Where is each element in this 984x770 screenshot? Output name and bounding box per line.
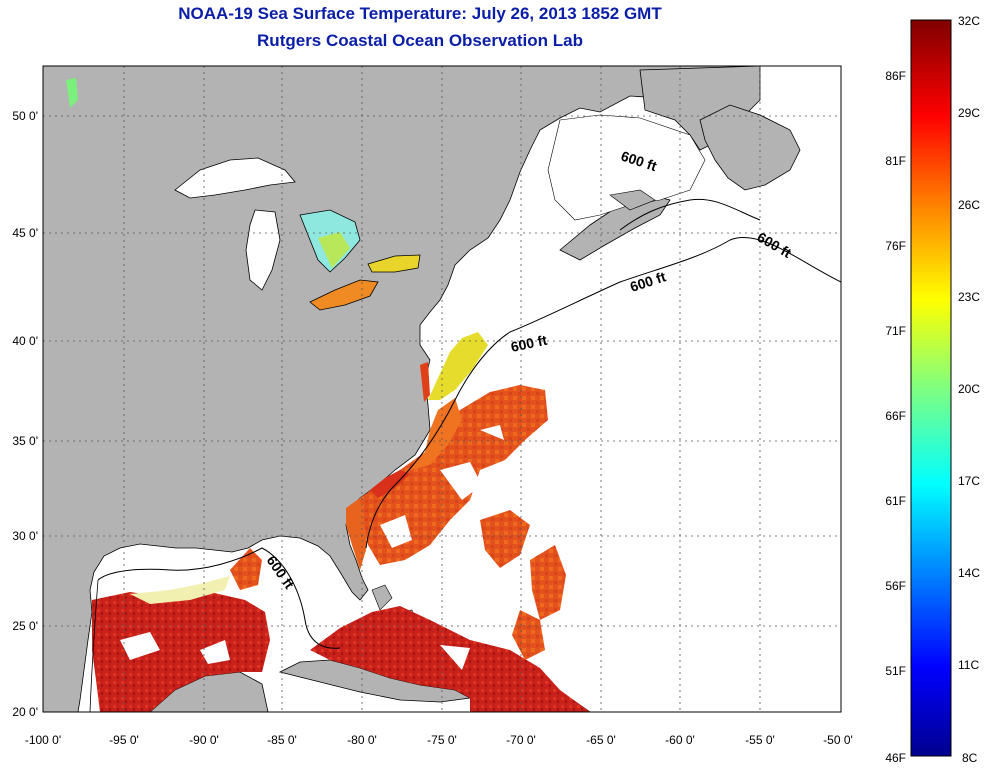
colorbar-f-label: 71F bbox=[885, 324, 906, 338]
lat-tick-label: 25 0' bbox=[12, 619, 38, 633]
lat-tick-label: 20 0' bbox=[12, 705, 38, 719]
colorbar-f-label: 81F bbox=[885, 154, 906, 168]
lat-tick-label: 30 0' bbox=[12, 529, 38, 543]
lon-tick-label: -95 0' bbox=[109, 733, 139, 747]
colorbar-f-label: 76F bbox=[885, 239, 906, 253]
lon-tick-label: -65 0' bbox=[586, 733, 616, 747]
lon-axis: -100 0' -95 0' -90 0' -85 0' -80 0' -75 … bbox=[25, 733, 853, 747]
map-subtitle: Rutgers Coastal Ocean Observation Lab bbox=[257, 31, 583, 50]
colorbar-f-label: 46F bbox=[885, 751, 906, 765]
lon-tick-label: -100 0' bbox=[25, 733, 61, 747]
isobath-600ft bbox=[97, 198, 841, 649]
land-newfoundland bbox=[699, 104, 801, 191]
lat-tick-label: 50 0' bbox=[12, 109, 38, 123]
colorbar-f-label: 86F bbox=[885, 69, 906, 83]
lon-tick-label: -90 0' bbox=[189, 733, 219, 747]
land-nova-scotia bbox=[559, 194, 671, 261]
lat-tick-label: 35 0' bbox=[12, 434, 38, 448]
colorbar-c-label: 14C bbox=[958, 566, 980, 580]
colorbar-f-label: 51F bbox=[885, 664, 906, 678]
sst-gulf-east bbox=[230, 548, 262, 590]
sst-florida-coast bbox=[346, 498, 368, 570]
land-pei bbox=[609, 189, 656, 211]
colorbar-c-label: 23C bbox=[958, 290, 980, 304]
lon-tick-label: -80 0' bbox=[347, 733, 377, 747]
sst-chesapeake bbox=[420, 362, 430, 402]
sst-gulf-stream-core bbox=[370, 470, 410, 498]
lon-tick-label: -60 0' bbox=[665, 733, 695, 747]
lat-axis: 20 0' 25 0' 30 0' 35 0' 40 0' 45 0' 50 0… bbox=[12, 109, 38, 719]
lake-ontario bbox=[367, 254, 421, 273]
lat-tick-label: 45 0' bbox=[12, 226, 38, 240]
colorbar-f-label: 61F bbox=[885, 494, 906, 508]
sst-shelf-yellow bbox=[428, 332, 488, 400]
graticule bbox=[43, 66, 841, 712]
sst-gulf-north-band bbox=[130, 576, 230, 604]
coastline-gulf-inner bbox=[89, 579, 99, 712]
colorbar-c-label: 8C bbox=[962, 751, 978, 765]
colorbar-celsius-labels: 32C 29C 26C 23C 20C 17C 14C 11C 8C bbox=[958, 14, 980, 765]
colorbar-c-label: 29C bbox=[958, 106, 980, 120]
colorbar-f-label: 66F bbox=[885, 409, 906, 423]
colorbar-c-label: 32C bbox=[958, 14, 980, 28]
lon-tick-label: -50 0' bbox=[823, 733, 853, 747]
sst-florida-straits bbox=[310, 606, 590, 712]
lake-winnipeg-patch bbox=[66, 78, 78, 108]
lake-superior bbox=[174, 157, 296, 199]
lake-huron-warm bbox=[318, 232, 350, 268]
lat-tick-label: 40 0' bbox=[12, 334, 38, 348]
lon-tick-label: -85 0' bbox=[267, 733, 297, 747]
colorbar-c-label: 26C bbox=[958, 198, 980, 212]
sst-offshore-patches bbox=[480, 510, 566, 660]
map-frame bbox=[42, 65, 842, 713]
colorbar-c-label: 20C bbox=[958, 382, 980, 396]
colorbar-fahrenheit-labels: 86F 81F 76F 71F 66F 61F 56F 51F 46F bbox=[885, 69, 906, 765]
sst-gulf-of-mexico bbox=[92, 592, 270, 712]
colorbar bbox=[910, 19, 952, 757]
gulf-st-lawrence bbox=[547, 114, 706, 221]
lon-tick-label: -75 0' bbox=[427, 733, 457, 747]
depth-label: 600 ft bbox=[509, 332, 548, 355]
lon-tick-label: -70 0' bbox=[506, 733, 536, 747]
colorbar-c-label: 11C bbox=[958, 658, 979, 672]
lake-erie bbox=[309, 279, 379, 311]
map-title: NOAA-19 Sea Surface Temperature: July 26… bbox=[178, 4, 662, 23]
colorbar-c-label: 17C bbox=[958, 474, 980, 488]
colorbar-f-label: 56F bbox=[885, 579, 906, 593]
lon-tick-label: -55 0' bbox=[745, 733, 775, 747]
